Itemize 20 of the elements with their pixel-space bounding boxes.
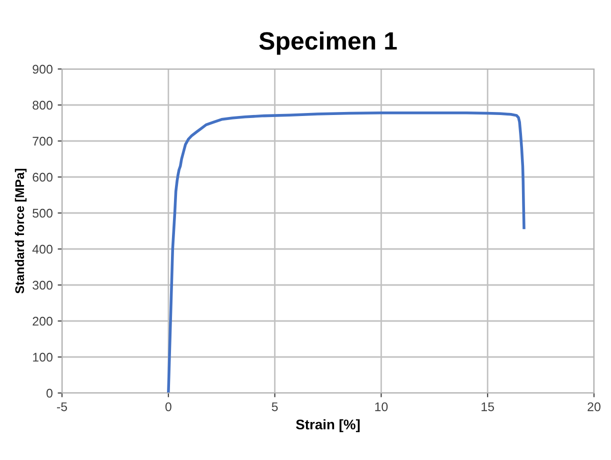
line-series [167, 112, 526, 393]
x-tick-label: -5 [57, 402, 68, 412]
x-tick-label: 20 [588, 402, 600, 412]
y-axis-title: Standard force [MPa] [14, 168, 27, 294]
y-tick-label: 500 [32, 208, 52, 218]
y-tick-label: 600 [32, 172, 52, 182]
y-tick-label: 200 [32, 316, 52, 326]
y-tick-label: 0 [46, 388, 52, 398]
y-tick-label: 400 [32, 244, 52, 254]
x-axis-title: Strain [%] [296, 419, 360, 432]
x-tick-label: 5 [272, 402, 278, 412]
y-tick-label: 800 [32, 100, 52, 110]
x-tick-label: 15 [482, 402, 494, 412]
chart-title: Specimen 1 [259, 31, 397, 55]
x-tick-label: 10 [375, 402, 388, 412]
x-tick-label: 0 [165, 402, 172, 412]
y-tick-label: 100 [33, 352, 52, 362]
y-tick-label: 700 [32, 136, 52, 146]
y-tick-label: 900 [32, 64, 52, 74]
y-tick-label: 300 [32, 280, 52, 290]
